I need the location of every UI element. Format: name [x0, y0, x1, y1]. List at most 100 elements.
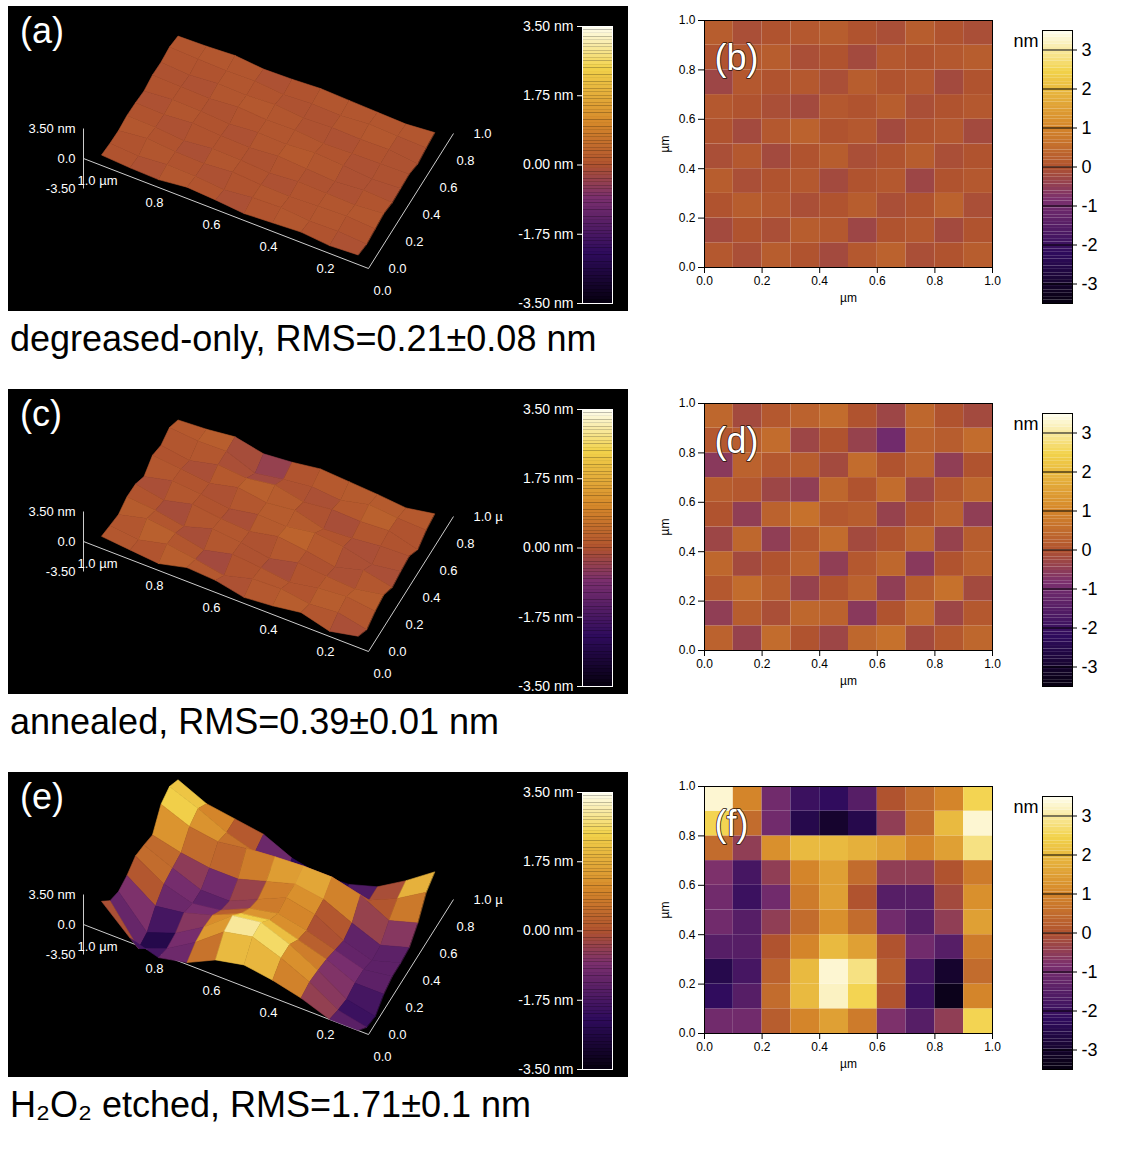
svg-text:0.8: 0.8 [927, 1040, 944, 1054]
svg-text:-1: -1 [1082, 196, 1098, 216]
svg-text:0.8: 0.8 [145, 195, 163, 210]
svg-text:2: 2 [1082, 462, 1092, 482]
svg-text:0.0: 0.0 [679, 643, 696, 657]
svg-text:0.2: 0.2 [679, 594, 696, 608]
svg-text:1.0: 1.0 [679, 779, 696, 793]
svg-text:0.8: 0.8 [927, 274, 944, 288]
svg-text:0.4: 0.4 [259, 1005, 277, 1020]
svg-text:µm: µm [658, 519, 672, 536]
svg-text:0.2: 0.2 [679, 977, 696, 991]
svg-text:2: 2 [1082, 79, 1092, 99]
svg-text:-3.50: -3.50 [46, 181, 76, 196]
svg-text:0.8: 0.8 [457, 153, 475, 168]
svg-text:0.2: 0.2 [406, 1000, 424, 1015]
svg-text:1.0 µm: 1.0 µm [77, 173, 117, 188]
svg-text:0.6: 0.6 [440, 180, 458, 195]
svg-text:nm: nm [1013, 31, 1038, 51]
svg-text:0.0: 0.0 [696, 274, 713, 288]
svg-text:µm: µm [658, 902, 672, 919]
svg-text:(b): (b) [715, 37, 759, 78]
svg-text:0.8: 0.8 [927, 657, 944, 671]
svg-text:3: 3 [1082, 40, 1092, 60]
svg-text:-3: -3 [1082, 657, 1098, 677]
svg-text:1.75 nm: 1.75 nm [523, 470, 574, 486]
svg-text:0.0: 0.0 [679, 260, 696, 274]
svg-text:-3.50 nm: -3.50 nm [518, 1061, 573, 1077]
svg-text:µm: µm [840, 291, 857, 305]
svg-text:-3: -3 [1082, 1040, 1098, 1060]
svg-text:0.0: 0.0 [389, 1027, 407, 1042]
svg-text:0: 0 [1082, 923, 1092, 943]
svg-text:1.0: 1.0 [984, 1040, 1001, 1054]
svg-text:-1.75 nm: -1.75 nm [518, 226, 573, 242]
svg-text:0.2: 0.2 [754, 1040, 771, 1054]
svg-text:0.0: 0.0 [373, 666, 391, 681]
svg-text:0.8: 0.8 [145, 961, 163, 976]
svg-text:-2: -2 [1082, 618, 1098, 638]
svg-text:3: 3 [1082, 423, 1092, 443]
svg-text:-3.50 nm: -3.50 nm [518, 678, 573, 694]
svg-text:µm: µm [658, 136, 672, 153]
svg-text:0.0: 0.0 [389, 261, 407, 276]
svg-text:0.6: 0.6 [679, 495, 696, 509]
svg-text:0.6: 0.6 [202, 983, 220, 998]
svg-text:1: 1 [1082, 884, 1092, 904]
svg-text:0.0: 0.0 [57, 151, 75, 166]
svg-text:3: 3 [1082, 806, 1092, 826]
svg-text:1.0 µ: 1.0 µ [474, 892, 504, 907]
svg-text:0.00 nm: 0.00 nm [523, 156, 574, 172]
svg-text:3.50 nm: 3.50 nm [29, 504, 76, 519]
svg-text:0.0: 0.0 [373, 1049, 391, 1064]
svg-text:(d): (d) [715, 420, 759, 461]
svg-text:-3.50 nm: -3.50 nm [518, 295, 573, 311]
svg-text:-1: -1 [1082, 962, 1098, 982]
svg-text:1.0: 1.0 [679, 396, 696, 410]
svg-text:0.4: 0.4 [679, 545, 696, 559]
svg-text:0.6: 0.6 [440, 563, 458, 578]
svg-text:0: 0 [1082, 540, 1092, 560]
svg-text:0.6: 0.6 [202, 600, 220, 615]
svg-text:1: 1 [1082, 118, 1092, 138]
svg-text:nm: nm [1013, 797, 1038, 817]
svg-text:3.50 nm: 3.50 nm [523, 784, 574, 800]
svg-text:0.2: 0.2 [316, 644, 334, 659]
svg-text:-2: -2 [1082, 235, 1098, 255]
svg-text:-2: -2 [1082, 1001, 1098, 1021]
svg-text:0: 0 [1082, 157, 1092, 177]
svg-text:0.4: 0.4 [259, 622, 277, 637]
svg-text:0.4: 0.4 [259, 239, 277, 254]
svg-text:1.0 µ: 1.0 µ [474, 509, 504, 524]
svg-text:3.50 nm: 3.50 nm [523, 401, 574, 417]
svg-text:0.6: 0.6 [679, 878, 696, 892]
svg-text:0.4: 0.4 [679, 162, 696, 176]
svg-text:1.0: 1.0 [474, 126, 492, 141]
svg-text:0.6: 0.6 [440, 946, 458, 961]
svg-text:0.4: 0.4 [811, 657, 828, 671]
svg-text:0.6: 0.6 [869, 657, 886, 671]
svg-text:0.2: 0.2 [754, 274, 771, 288]
svg-text:3.50 nm: 3.50 nm [29, 121, 76, 136]
svg-text:3.50 nm: 3.50 nm [29, 887, 76, 902]
svg-text:µm: µm [840, 1057, 857, 1071]
svg-text:-1.75 nm: -1.75 nm [518, 609, 573, 625]
svg-text:0.8: 0.8 [679, 446, 696, 460]
svg-text:-1.75 nm: -1.75 nm [518, 992, 573, 1008]
svg-text:0.0: 0.0 [373, 283, 391, 298]
svg-text:1.0 µm: 1.0 µm [77, 556, 117, 571]
svg-text:-1: -1 [1082, 579, 1098, 599]
svg-text:0.0: 0.0 [57, 534, 75, 549]
svg-text:0.2: 0.2 [679, 211, 696, 225]
svg-text:-3.50: -3.50 [46, 947, 76, 962]
svg-text:0.2: 0.2 [316, 1027, 334, 1042]
svg-text:0.2: 0.2 [406, 234, 424, 249]
svg-text:0.00 nm: 0.00 nm [523, 539, 574, 555]
svg-text:2: 2 [1082, 845, 1092, 865]
svg-text:1.0 µm: 1.0 µm [77, 939, 117, 954]
svg-text:0.6: 0.6 [869, 1040, 886, 1054]
svg-text:-3.50: -3.50 [46, 564, 76, 579]
svg-text:0.4: 0.4 [679, 928, 696, 942]
svg-text:0.8: 0.8 [145, 578, 163, 593]
svg-text:0.0: 0.0 [696, 657, 713, 671]
svg-text:0.8: 0.8 [679, 63, 696, 77]
svg-text:0.6: 0.6 [679, 112, 696, 126]
